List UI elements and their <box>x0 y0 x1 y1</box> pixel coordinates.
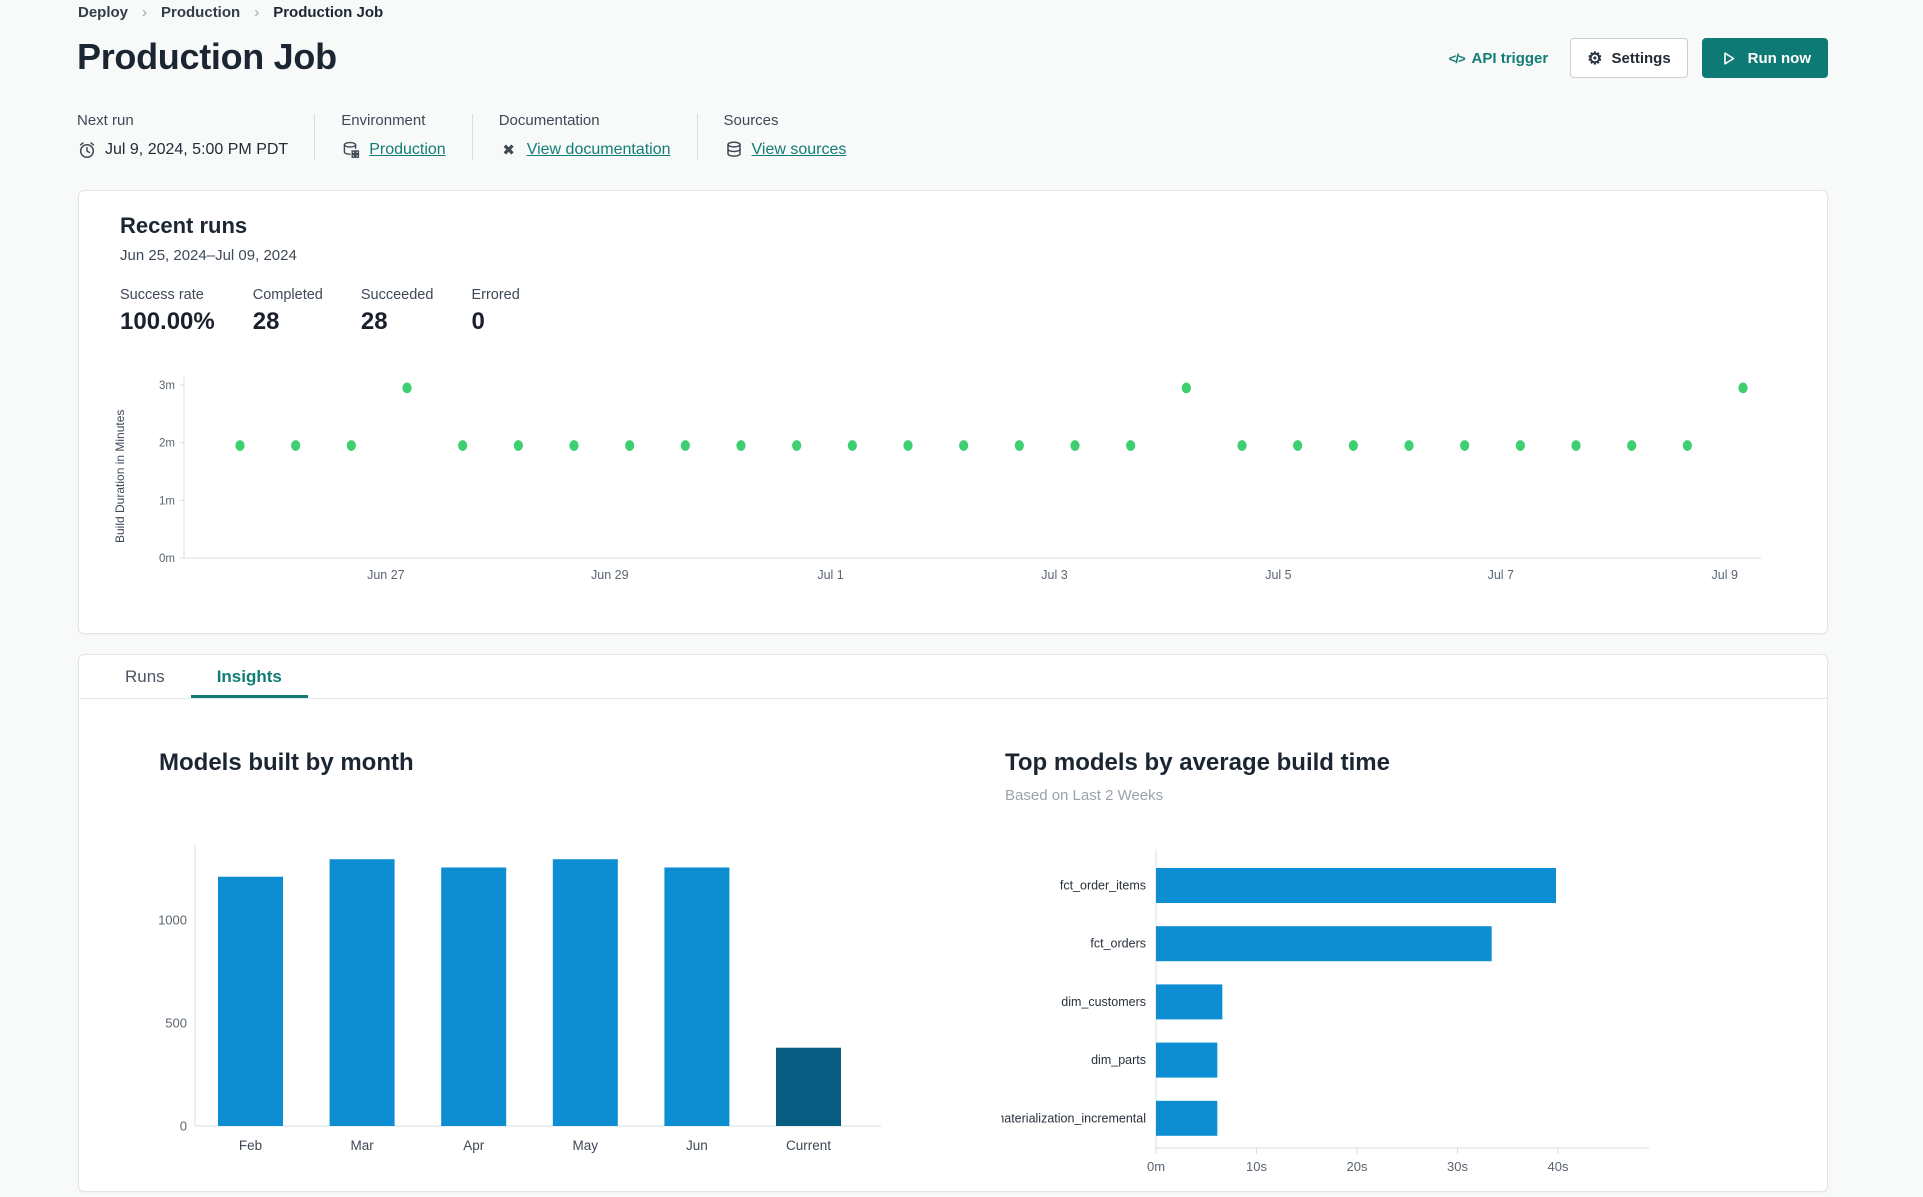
build-duration-scatter-chart: 0m 1m 2m 3m Jun 27 Jun 29 Jul 1 Jul 3 Jul 5 Jul 7… <box>109 369 1789 584</box>
breadcrumb: Deploy › Production › Production Job <box>78 4 383 21</box>
svg-text:3m: 3m <box>159 380 175 392</box>
view-documentation-link[interactable]: View documentation <box>526 141 671 158</box>
tab-insights[interactable]: Insights <box>191 655 308 698</box>
environment-icon <box>341 140 361 160</box>
stat-succeeded: Succeeded 28 <box>360 287 434 335</box>
run-now-button-label: Run now <box>1747 49 1811 67</box>
svg-text:2m: 2m <box>159 438 175 450</box>
svg-text:fct_orders: fct_orders <box>1090 937 1146 951</box>
environment-label: Environment <box>341 112 426 129</box>
insights-card: Runs Insights Models built by month 0 500… <box>78 654 1828 1192</box>
api-trigger-link[interactable]: </> API trigger <box>1449 50 1548 67</box>
code-icon: </> <box>1448 50 1466 66</box>
view-sources-link[interactable]: View sources <box>751 141 847 158</box>
dbt-docs-icon: ✖ <box>502 141 515 159</box>
recent-runs-title: Recent runs <box>120 213 248 238</box>
stat-completed: Completed 28 <box>252 287 323 335</box>
run-now-button[interactable]: Run now <box>1701 38 1828 78</box>
svg-text:500: 500 <box>165 1016 187 1031</box>
gear-icon: ⚙ <box>1587 48 1603 68</box>
play-icon <box>1719 48 1739 68</box>
api-trigger-label: API trigger <box>1471 49 1549 67</box>
header-actions: </> API trigger ⚙ Settings Run now <box>1449 38 1828 78</box>
breadcrumb-item-production-job: Production Job <box>273 4 384 21</box>
models-by-month-chart: 0 500 1000 Feb Mar Apr May Jun Current <box>151 831 911 1166</box>
svg-text:Jul 9: Jul 9 <box>1712 568 1738 582</box>
svg-text:dim_customers: dim_customers <box>1061 995 1146 1009</box>
top-models-subtitle: Based on Last 2 Weeks <box>1005 787 1164 804</box>
svg-text:Jun: Jun <box>686 1138 708 1153</box>
chevron-right-icon: › <box>254 4 260 21</box>
svg-text:1000: 1000 <box>158 913 187 928</box>
job-info-row: Next run Jul 9, 2024, 5:00 PM PDT Enviro… <box>77 112 846 160</box>
documentation-label: Documentation <box>498 112 600 129</box>
svg-text:dim_parts: dim_parts <box>1091 1053 1146 1067</box>
svg-text:Jul 7: Jul 7 <box>1488 568 1514 582</box>
recent-runs-card: Recent runs Jun 25, 2024–Jul 09, 2024 Su… <box>78 190 1828 634</box>
top-models-title: Top models by average build time <box>1005 749 1390 776</box>
svg-text:20s: 20s <box>1347 1159 1368 1174</box>
stat-success-rate: Success rate 100.00% <box>120 287 215 335</box>
sources-label: Sources <box>723 112 779 129</box>
tab-runs[interactable]: Runs <box>125 666 165 686</box>
svg-text:Jul 3: Jul 3 <box>1041 568 1067 582</box>
recent-runs-date-range: Jun 25, 2024–Jul 09, 2024 <box>120 247 297 264</box>
stat-errored: Errored 0 <box>471 287 520 335</box>
next-run-value: Jul 9, 2024, 5:00 PM PDT <box>105 141 289 158</box>
page-title: Production Job <box>77 36 337 77</box>
divider <box>314 114 316 160</box>
svg-text:1m: 1m <box>159 495 175 507</box>
svg-text:Feb: Feb <box>239 1138 262 1153</box>
svg-text:fct_order_items: fct_order_items <box>1060 879 1146 893</box>
svg-text:Mar: Mar <box>350 1138 374 1153</box>
svg-text:Jun 29: Jun 29 <box>591 568 629 582</box>
environment-link[interactable]: Production <box>369 141 446 158</box>
svg-text:10s: 10s <box>1246 1159 1267 1174</box>
svg-text:40s: 40s <box>1548 1159 1569 1174</box>
chevron-right-icon: › <box>142 4 148 21</box>
models-by-month-title: Models built by month <box>159 749 414 776</box>
documentation-column: Documentation ✖ View documentation <box>499 112 671 160</box>
svg-text:Current: Current <box>786 1138 831 1153</box>
alarm-clock-icon <box>77 140 97 160</box>
database-icon <box>724 140 744 160</box>
breadcrumb-item-production[interactable]: Production <box>161 4 241 21</box>
svg-text:30s: 30s <box>1447 1159 1468 1174</box>
svg-text:Jul 5: Jul 5 <box>1265 568 1291 582</box>
divider <box>696 114 698 160</box>
next-run-label: Next run <box>77 112 134 129</box>
svg-text:0m: 0m <box>1147 1159 1165 1174</box>
next-run-column: Next run Jul 9, 2024, 5:00 PM PDT <box>77 112 288 160</box>
settings-button[interactable]: ⚙ Settings <box>1570 38 1688 78</box>
environment-column: Environment Production <box>341 112 446 160</box>
tabbar: Runs Insights <box>79 655 1827 699</box>
svg-text:0: 0 <box>180 1119 187 1134</box>
breadcrumb-item-deploy[interactable]: Deploy <box>78 4 129 21</box>
svg-text:Jun 27: Jun 27 <box>367 568 405 582</box>
divider <box>471 114 473 160</box>
svg-text:Jul 1: Jul 1 <box>817 568 843 582</box>
svg-text:May: May <box>573 1138 599 1153</box>
recent-runs-stats: Success rate 100.00% Completed 28 Succee… <box>120 287 520 336</box>
sources-column: Sources View sources <box>724 112 847 160</box>
svg-text:Apr: Apr <box>463 1138 485 1153</box>
settings-button-label: Settings <box>1611 49 1671 67</box>
svg-text:0m: 0m <box>159 553 175 565</box>
svg-text:materialization_incremental: materialization_incremental <box>1001 1111 1146 1125</box>
